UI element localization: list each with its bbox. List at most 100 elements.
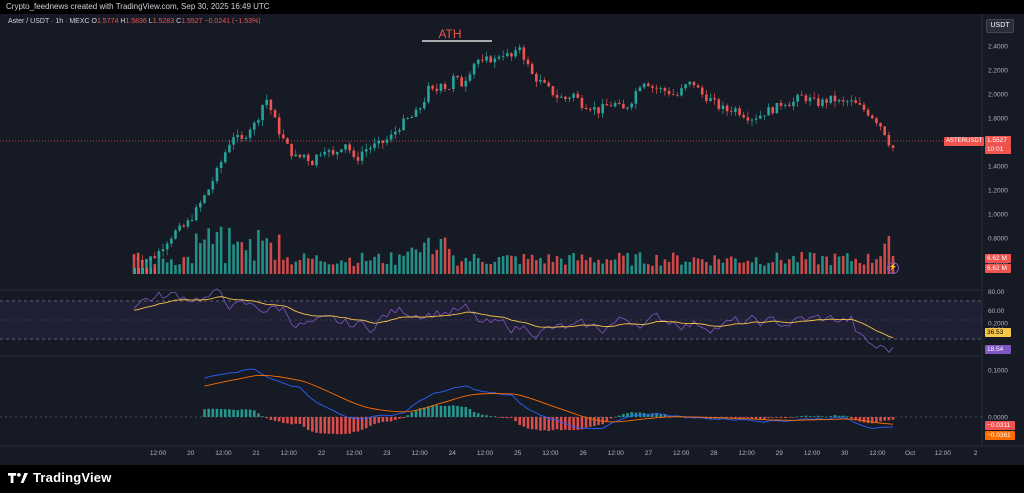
volume-bar — [580, 254, 584, 274]
macd-histogram-bar — [543, 417, 546, 431]
volume-bar — [352, 265, 356, 274]
macd-histogram-bar — [617, 415, 621, 417]
candle-body — [335, 151, 339, 155]
candle-body — [190, 220, 194, 221]
candle-body — [439, 84, 443, 91]
macd-histogram-bar — [472, 412, 476, 417]
symbol-legend[interactable]: Aster / USDT · 1h · MEXC O1.5774 H1.5836… — [8, 18, 261, 25]
macd-histogram-bar — [443, 406, 447, 417]
candle-body — [203, 195, 206, 203]
price-axis-label: 1.8000 — [988, 116, 1008, 123]
volume-bar — [514, 256, 517, 274]
rsi-ma-line — [133, 296, 894, 339]
volume-bar — [825, 256, 828, 274]
candle-body — [758, 115, 762, 119]
macd-histogram-bar — [460, 406, 463, 417]
candle-body — [846, 101, 849, 103]
bolt-icon[interactable]: ⚡ — [887, 262, 899, 274]
volume-bar — [431, 254, 434, 274]
currency-button[interactable]: USDT — [986, 19, 1014, 33]
candle-body — [738, 108, 741, 115]
macd-histogram-bar — [622, 414, 625, 417]
macd-histogram-bar — [377, 417, 380, 423]
volume-bar — [530, 254, 534, 274]
price-axis[interactable]: 2.40002.20002.00001.80001.60001.40001.20… — [988, 44, 1008, 267]
macd-histogram-bar — [510, 417, 513, 418]
macd-histogram-bar — [555, 417, 559, 430]
candle-body — [858, 103, 862, 105]
candle-body — [555, 95, 559, 98]
volume-bar — [526, 258, 530, 274]
macd-histogram-bar — [535, 417, 538, 430]
candle-body — [568, 97, 571, 99]
candle-body — [223, 152, 227, 163]
volume-bar — [406, 251, 410, 274]
candle-body — [418, 108, 422, 110]
volume-bar — [651, 265, 654, 274]
macd-histogram-bar — [311, 417, 314, 432]
volume-bar — [282, 259, 285, 274]
volume-bar — [804, 259, 808, 274]
candle-body — [584, 107, 588, 110]
candles[interactable] — [132, 44, 895, 268]
candle-body — [530, 64, 534, 74]
macd-histogram-bar — [240, 409, 244, 417]
time-axis-label: 2 — [974, 450, 978, 457]
volume-bar — [597, 259, 600, 274]
open-label: O — [91, 18, 97, 25]
macd-histogram-bar — [207, 408, 210, 417]
candle-body — [369, 147, 372, 150]
macd-histogram-bar — [597, 417, 600, 425]
candle-body — [796, 94, 799, 102]
candle-body — [547, 82, 551, 87]
macd-histogram-bar — [373, 417, 376, 425]
chart-canvas[interactable]: ATH 2.40002.20002.00001.80001.60001.4000… — [0, 0, 1024, 465]
volume-bar — [360, 252, 364, 274]
volume-bar — [248, 239, 252, 274]
macd-histogram-bar — [410, 412, 414, 417]
macd-histogram-bar — [269, 417, 273, 420]
candle-body — [514, 50, 517, 57]
volume-bar — [792, 255, 795, 274]
candle-body — [825, 99, 828, 103]
candle-body — [688, 81, 692, 85]
volume-bar — [161, 258, 165, 274]
volume-bar — [829, 265, 833, 274]
candle-body — [505, 53, 509, 57]
volume-bar — [165, 262, 169, 274]
volume-bar — [452, 255, 455, 274]
candle-body — [576, 93, 580, 98]
low-value: 1.5283 — [152, 18, 175, 25]
candle-body — [402, 118, 405, 131]
candle-body — [327, 150, 331, 152]
volume-bar — [576, 260, 580, 274]
macd-histogram-bar — [232, 409, 235, 417]
time-axis-label: 12:00 — [738, 450, 755, 457]
volume-tag: 6.62 M — [985, 254, 1011, 263]
candle-body — [821, 99, 824, 106]
candle-body — [236, 134, 239, 138]
ath-label[interactable]: ATH — [438, 27, 461, 41]
countdown-tag: 10:01 — [985, 145, 1011, 154]
candle-body — [331, 150, 335, 155]
candle-body — [705, 94, 708, 102]
candle-body — [286, 138, 289, 144]
candle-body — [742, 114, 745, 118]
time-axis-label: 12:00 — [281, 450, 298, 457]
rsi-ma-tag: 36.53 — [985, 328, 1011, 337]
macd-histogram-bar — [219, 409, 223, 417]
volume-bar — [779, 259, 783, 274]
candle-body — [559, 96, 563, 98]
macd-histogram-bar — [738, 417, 741, 418]
candle-body — [410, 116, 414, 119]
candle-body — [248, 129, 252, 138]
volume-bar — [132, 254, 136, 274]
volume-bar — [389, 252, 393, 274]
volume-bar — [729, 256, 733, 274]
volume-bar — [742, 262, 745, 274]
volume-bar — [883, 243, 886, 274]
macd-histogram-bar — [315, 417, 318, 433]
time-axis[interactable]: 12:00 20 12:00 21 12:00 22 12:00 23 12:00 24 12:00… — [150, 450, 978, 457]
macd-histogram-bar — [335, 417, 339, 435]
candle-body — [526, 59, 530, 65]
